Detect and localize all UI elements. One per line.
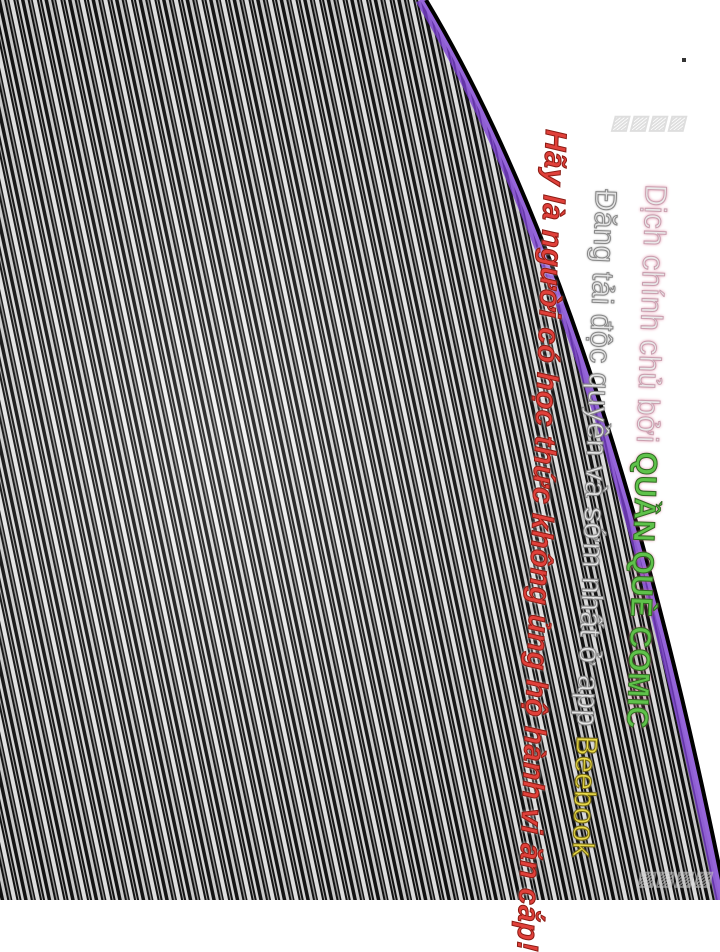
- panel-border: [424, 0, 720, 881]
- speck: [682, 58, 686, 62]
- panel-edge-glow: [416, 0, 720, 900]
- watermark-logo: ▨▨▨▨: [636, 868, 712, 890]
- manga-panel: [0, 0, 720, 900]
- watermark-logo: ▨▨▨▨: [610, 112, 686, 134]
- app-name: Beebook: [565, 735, 603, 859]
